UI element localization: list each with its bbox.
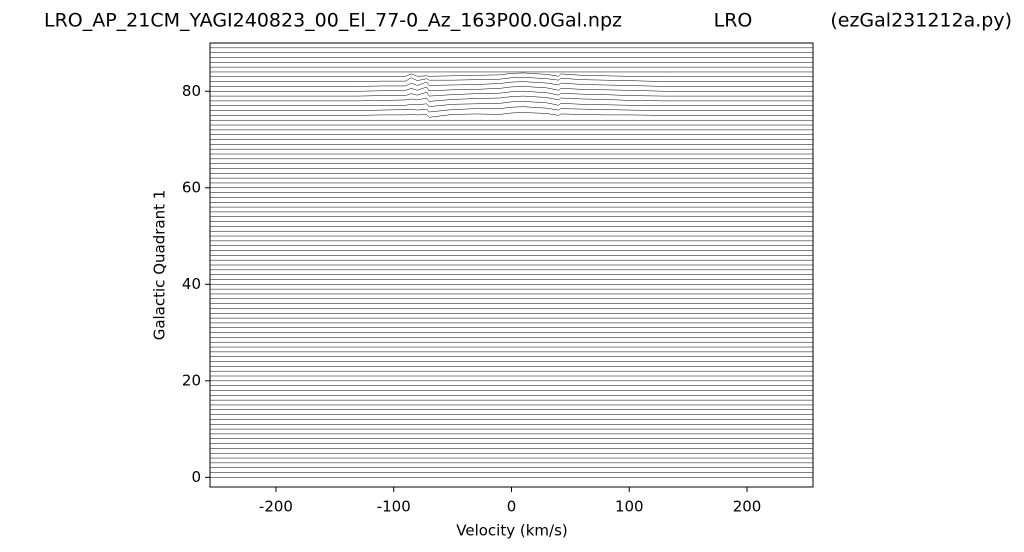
y-axis-label: Galactic Quadrant 1 [151,190,169,341]
spectrum-trace [210,91,813,97]
spectrum-trace [210,81,813,87]
spectrum-trace [210,77,813,82]
spectrum-trace [210,86,813,92]
spectrum-trace [210,72,813,78]
y-tick-label: 60 [182,178,201,196]
chart-title: LRO_AP_21CM_YAGI240823_00_El_77-0_Az_163… [44,10,622,32]
x-tick-label: 200 [733,498,762,516]
y-tick-label: 80 [182,82,201,100]
y-tick-label: 0 [191,468,201,486]
x-axis-label: Velocity (km/s) [456,522,567,540]
x-tick-label: -100 [377,498,411,516]
spectrum-trace [210,106,813,113]
y-tick-label: 20 [182,371,201,389]
spectrum-trace [210,95,813,102]
spectrum-trace [210,112,813,118]
plot-area [210,47,813,478]
x-tick-label: -200 [259,498,293,516]
spectrum-trace [210,101,813,107]
x-tick-label: 100 [615,498,644,516]
x-tick-label: 0 [507,498,517,516]
annotation: (ezGal231212a.py) [830,10,1012,32]
chart-subtitle: LRO [714,10,753,32]
y-tick-label: 40 [182,275,201,293]
